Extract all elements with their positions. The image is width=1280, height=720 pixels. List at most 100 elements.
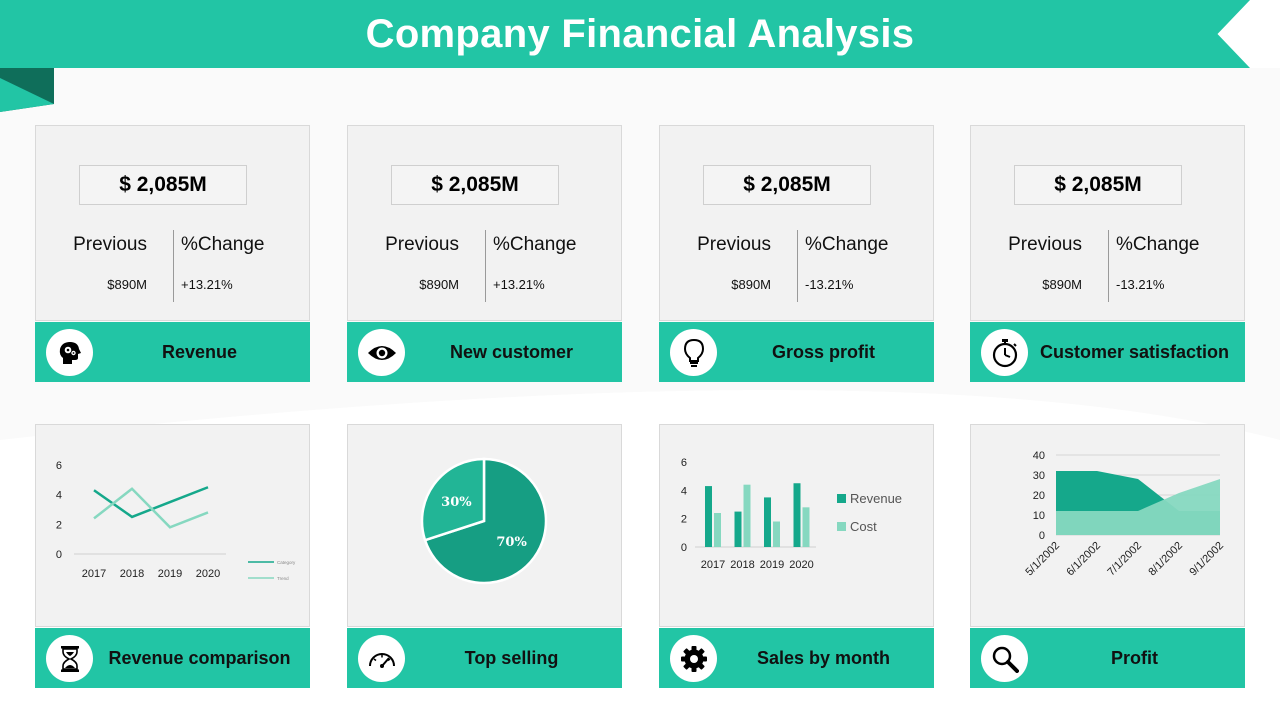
- bar-chart: 0 2 4 6 2017 2018 2019 2020 Revenue Cost: [681, 457, 902, 571]
- magnifier-icon: [981, 635, 1028, 682]
- bar-revenue: [764, 497, 771, 547]
- series-line-category: [93, 486, 209, 519]
- change-value: +13.21%: [181, 277, 233, 292]
- y-tick-label: 0: [1039, 530, 1045, 542]
- previous-value: $890M: [107, 277, 147, 292]
- y-tick-label: 0: [56, 549, 62, 561]
- page-title: Company Financial Analysis: [365, 11, 915, 56]
- x-tick-label: 2020: [789, 559, 813, 571]
- label-bar-sales-by-month: Sales by month: [659, 628, 934, 688]
- x-tick-label: 2019: [158, 568, 182, 580]
- y-tick-label: 4: [681, 485, 687, 497]
- legend-swatch: [837, 522, 846, 531]
- area-chart: 0 10 20 30 40 5/1/2002 6/1/2002 7/1/2002 8/1/200…: [1023, 450, 1226, 579]
- kpi-value: $ 2,085M: [703, 165, 871, 205]
- bar-cost: [743, 484, 751, 547]
- label-bar-gross-profit: Gross profit: [659, 322, 934, 382]
- area-series-2: [1056, 479, 1220, 535]
- previous-label: Previous: [73, 234, 147, 255]
- chart-card-top-selling: 70% 30%: [347, 424, 622, 627]
- bar-revenue: [734, 511, 742, 547]
- bar-revenue: [793, 483, 801, 547]
- divider: [485, 230, 486, 302]
- y-tick-label: 2: [681, 514, 687, 526]
- pie-data-label: 30%: [441, 495, 472, 510]
- label-bar-new-customer: New customer: [347, 322, 622, 382]
- pie-data-label: 70%: [496, 535, 527, 550]
- y-tick-label: 40: [1033, 450, 1045, 462]
- chart-label: Sales by month: [756, 647, 891, 668]
- x-tick-label: 2017: [82, 568, 106, 580]
- divider: [173, 230, 174, 302]
- x-tick-label: 6/1/2002: [1064, 540, 1103, 579]
- y-tick-label: 20: [1033, 490, 1045, 502]
- y-tick-label: 6: [681, 457, 687, 469]
- change-value: +13.21%: [493, 277, 545, 292]
- x-tick-label: 5/1/2002: [1023, 540, 1062, 579]
- x-tick-label: 7/1/2002: [1105, 540, 1144, 579]
- kpi-card-revenue: $ 2,085M Previous %Change $890M +13.21%: [35, 125, 310, 321]
- previous-value: $890M: [1042, 277, 1082, 292]
- change-label: %Change: [181, 234, 265, 255]
- title-banner: Company Financial Analysis: [0, 0, 1250, 68]
- x-tick-label: 9/1/2002: [1187, 540, 1226, 579]
- y-tick-label: 2: [56, 519, 62, 531]
- kpi-value: $ 2,085M: [1014, 165, 1182, 205]
- hourglass-icon: [46, 635, 93, 682]
- y-tick-label: 10: [1033, 510, 1045, 522]
- y-tick-label: 30: [1033, 470, 1045, 482]
- change-value: -13.21%: [805, 277, 854, 292]
- y-tick-label: 0: [681, 542, 687, 554]
- change-label: %Change: [1116, 234, 1200, 255]
- bar-cost: [802, 507, 810, 547]
- kpi-label: New customer: [449, 341, 574, 362]
- chart-label: Top selling: [464, 647, 559, 668]
- chart-card-sales-by-month: 0 2 4 6 2017 2018 2019 2020 Revenue Cost: [659, 424, 934, 627]
- line-chart: 0 2 4 6 2017 2018 2019 2020 Category Trend: [56, 460, 296, 581]
- change-label: %Change: [493, 234, 577, 255]
- pie-slice: [420, 457, 486, 542]
- pie-chart: 70% 30%: [420, 457, 548, 585]
- legend-label: Trend: [277, 576, 289, 581]
- chart-card-revenue-comparison: 0 2 4 6 2017 2018 2019 2020 Category Trend: [35, 424, 310, 627]
- label-bar-revenue: Revenue: [35, 322, 310, 382]
- x-tick-label: 2018: [120, 568, 144, 580]
- label-bar-profit: Profit: [970, 628, 1245, 688]
- bar-cost: [714, 513, 721, 547]
- legend-label: Category: [277, 560, 296, 565]
- chart-label: Revenue comparison: [108, 647, 291, 668]
- label-bar-top-selling: Top selling: [347, 628, 622, 688]
- kpi-label: Revenue: [161, 341, 238, 362]
- x-tick-label: 2020: [196, 568, 220, 580]
- gear-icon: [670, 635, 717, 682]
- previous-value: $890M: [419, 277, 459, 292]
- y-tick-label: 4: [56, 490, 62, 502]
- head-gears-icon: [46, 329, 93, 376]
- previous-label: Previous: [697, 234, 771, 255]
- chart-label: Profit: [1111, 647, 1158, 668]
- banner-fold: [0, 68, 54, 112]
- speedometer-icon: [358, 635, 405, 682]
- bar-cost: [773, 521, 780, 547]
- lightbulb-icon: [670, 329, 717, 376]
- label-bar-revenue-comparison: Revenue comparison: [35, 628, 310, 688]
- previous-label: Previous: [1008, 234, 1082, 255]
- kpi-card-gross-profit: $ 2,085M Previous %Change $890M -13.21%: [659, 125, 934, 321]
- change-label: %Change: [805, 234, 889, 255]
- chart-card-profit: 0 10 20 30 40 5/1/2002 6/1/2002 7/1/2002 8/1/200…: [970, 424, 1245, 627]
- eye-icon: [358, 329, 405, 376]
- divider: [1108, 230, 1109, 302]
- kpi-value: $ 2,085M: [391, 165, 559, 205]
- label-bar-customer-satisfaction: Customer satisfaction: [970, 322, 1245, 382]
- legend-label: Revenue: [850, 491, 902, 506]
- kpi-label: Customer satisfaction: [1039, 341, 1230, 362]
- kpi-label: Gross profit: [771, 341, 875, 362]
- series-line-trend: [93, 487, 209, 529]
- kpi-value: $ 2,085M: [79, 165, 247, 205]
- x-tick-label: 2017: [701, 559, 725, 571]
- previous-label: Previous: [385, 234, 459, 255]
- y-tick-label: 6: [56, 460, 62, 472]
- bar-revenue: [705, 486, 712, 547]
- x-tick-label: 2018: [730, 559, 754, 571]
- change-value: -13.21%: [1116, 277, 1165, 292]
